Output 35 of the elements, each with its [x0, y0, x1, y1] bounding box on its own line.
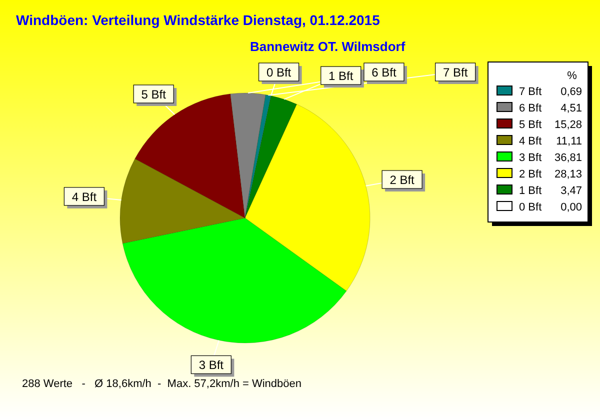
- text: 0,00: [560, 202, 582, 214]
- slice-label: 7 Bft: [442, 66, 468, 80]
- legend-label: 4 Bft: [519, 136, 542, 148]
- text: 288 Werte - Ø 18,6km/h - Max. 57,2km/h = Windböen: [22, 378, 302, 390]
- slice-label: 1 Bft: [328, 69, 354, 84]
- data-label: 0,69: [560, 86, 582, 98]
- slice-label: 6 Bft: [372, 66, 397, 80]
- callout-box: 5 Bft: [133, 84, 177, 106]
- callout-box: 0 Bft: [258, 62, 302, 84]
- data-label: 4,51: [560, 102, 582, 114]
- callout-box: 2 Bft: [382, 170, 426, 192]
- slice-label: 3 Bft: [198, 358, 224, 372]
- legend-label: 2 Bft: [519, 168, 542, 180]
- slice-label: 4 Bft: [72, 190, 98, 204]
- legend-label: 5 Bft: [519, 119, 542, 131]
- callout-box: 1 Bft: [320, 66, 364, 88]
- legend-label: 7 Bft: [519, 86, 542, 98]
- data-label: 15,28: [554, 119, 582, 131]
- data-label: 3,47: [560, 185, 582, 197]
- chart-title: Windböen: Verteilung Windstärke Dienstag, 01.12.2015: [16, 12, 380, 28]
- chart-subtitle: Bannewitz OT. Wilmsdorf: [250, 39, 406, 54]
- legend-label: 6 Bft: [519, 102, 542, 114]
- legend-label: 3 Bft: [519, 152, 542, 164]
- legend-title: %: [567, 70, 578, 82]
- callout-box: 7 Bft: [435, 62, 478, 84]
- slice-label: 2 Bft: [390, 172, 416, 187]
- callout-box: 6 Bft: [364, 62, 407, 84]
- legend-label: 1 Bft: [519, 185, 542, 197]
- slice-label: 5 Bft: [141, 87, 167, 102]
- callout-box: 4 Bft: [64, 187, 108, 208]
- callout-box: 3 Bft: [190, 355, 234, 377]
- data-label: 36,81: [554, 152, 582, 164]
- data-label: 28,13: [554, 168, 582, 180]
- legend-label: 0 Bft: [519, 202, 542, 214]
- data-label: 11,11: [556, 136, 582, 148]
